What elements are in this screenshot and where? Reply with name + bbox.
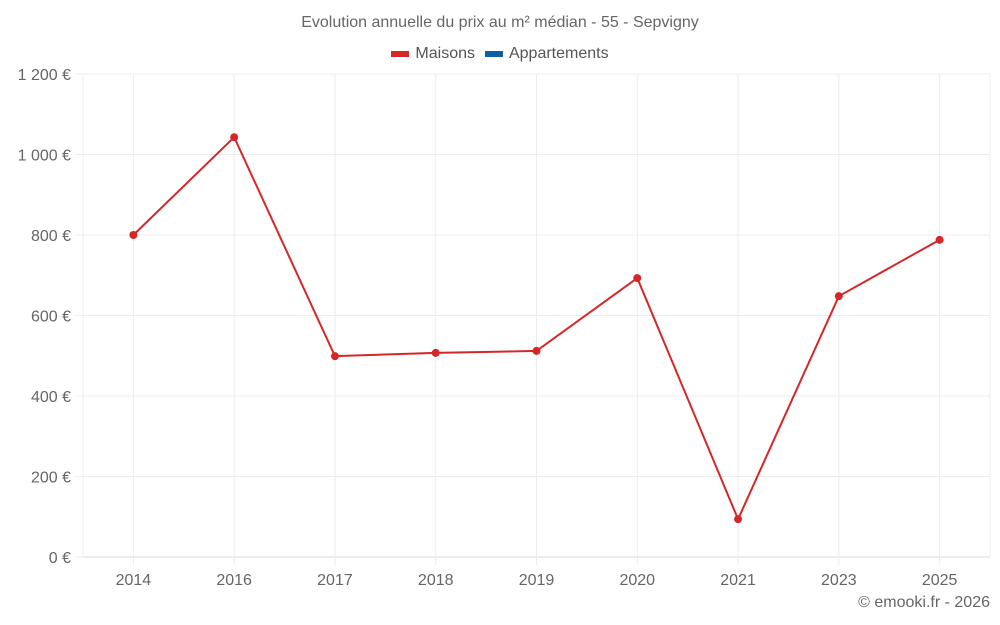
legend-label-maisons: Maisons bbox=[415, 45, 475, 62]
data-point[interactable] bbox=[129, 231, 138, 239]
x-tick-label: 2021 bbox=[720, 572, 756, 589]
legend-swatch-maisons bbox=[391, 51, 410, 57]
y-tick-label: 1 000 € bbox=[18, 148, 71, 165]
credits-text[interactable]: © emooki.fr - 2026 bbox=[858, 594, 990, 611]
x-tick-label: 2023 bbox=[821, 572, 857, 589]
y-tick-label: 0 € bbox=[49, 550, 71, 567]
data-point[interactable] bbox=[935, 235, 944, 244]
data-point[interactable] bbox=[230, 133, 239, 142]
chart-title: Evolution annuelle du prix au m² médian … bbox=[301, 14, 699, 31]
y-tick-label: 800 € bbox=[31, 228, 71, 245]
legend-item-maisons[interactable]: Maisons bbox=[391, 45, 475, 63]
x-tick-label: 2019 bbox=[519, 572, 555, 589]
x-tick-label: 2025 bbox=[922, 572, 958, 589]
x-tick-label: 2020 bbox=[619, 572, 655, 589]
x-tick-label: 2016 bbox=[216, 572, 252, 589]
data-point[interactable] bbox=[431, 348, 440, 357]
x-tick-label: 2014 bbox=[116, 572, 152, 589]
y-tick-label: 200 € bbox=[31, 470, 71, 487]
data-point[interactable] bbox=[330, 352, 339, 361]
y-tick-label: 600 € bbox=[31, 309, 71, 326]
x-tick-label: 2017 bbox=[317, 572, 353, 589]
legend-swatch-appartements bbox=[484, 51, 503, 57]
data-point[interactable] bbox=[532, 346, 541, 355]
data-point[interactable] bbox=[834, 292, 843, 301]
legend: Maisons Appartements bbox=[0, 45, 1000, 63]
legend-label-appartements: Appartements bbox=[508, 45, 609, 62]
y-tick-label: 400 € bbox=[31, 389, 71, 406]
y-tick-label: 1 200 € bbox=[18, 67, 71, 84]
data-point[interactable] bbox=[734, 515, 743, 524]
data-point[interactable] bbox=[633, 274, 642, 283]
x-tick-label: 2018 bbox=[418, 572, 454, 589]
legend-item-appartements[interactable]: Appartements bbox=[484, 45, 609, 63]
